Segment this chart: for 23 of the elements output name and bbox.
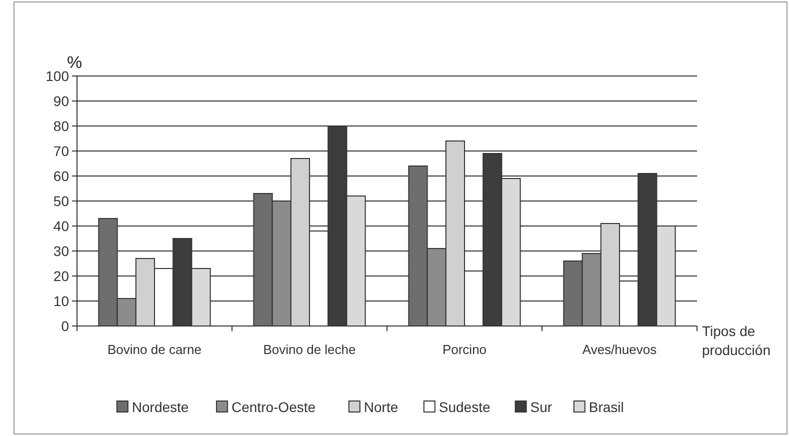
x-axis-title: Tipos de producción [702, 323, 770, 358]
y-tick-label: 30 [53, 242, 70, 259]
y-tick-label: 90 [53, 92, 70, 109]
legend-label: Brasil [588, 398, 624, 415]
y-tick-label: 0 [61, 318, 70, 334]
y-tick-label: 40 [53, 218, 70, 234]
y-tick-label: 60 [53, 168, 70, 184]
y-tick-label: 10 [53, 292, 70, 309]
x-tick-label: Aves/huevos [582, 342, 658, 357]
x-tick-label: Porcino [442, 342, 487, 357]
legend-label: Sur [530, 398, 552, 415]
legend-label: Sudeste [438, 398, 490, 415]
y-tick-label: 20 [53, 268, 70, 284]
y-tick-label: 50 [53, 192, 70, 209]
y-tick-label: 100 [46, 68, 70, 84]
y-tick-label: 80 [53, 118, 70, 134]
y-axis-title: % [67, 53, 82, 72]
legend-label: Norte [364, 398, 398, 415]
y-tick-label: 70 [53, 142, 70, 159]
legend-label: Centro-Oeste [232, 398, 316, 415]
x-tick-label: Bovino de carne [108, 342, 202, 357]
x-tick-label: Bovino de leche [263, 342, 356, 357]
legend-label: Nordeste [132, 398, 189, 415]
